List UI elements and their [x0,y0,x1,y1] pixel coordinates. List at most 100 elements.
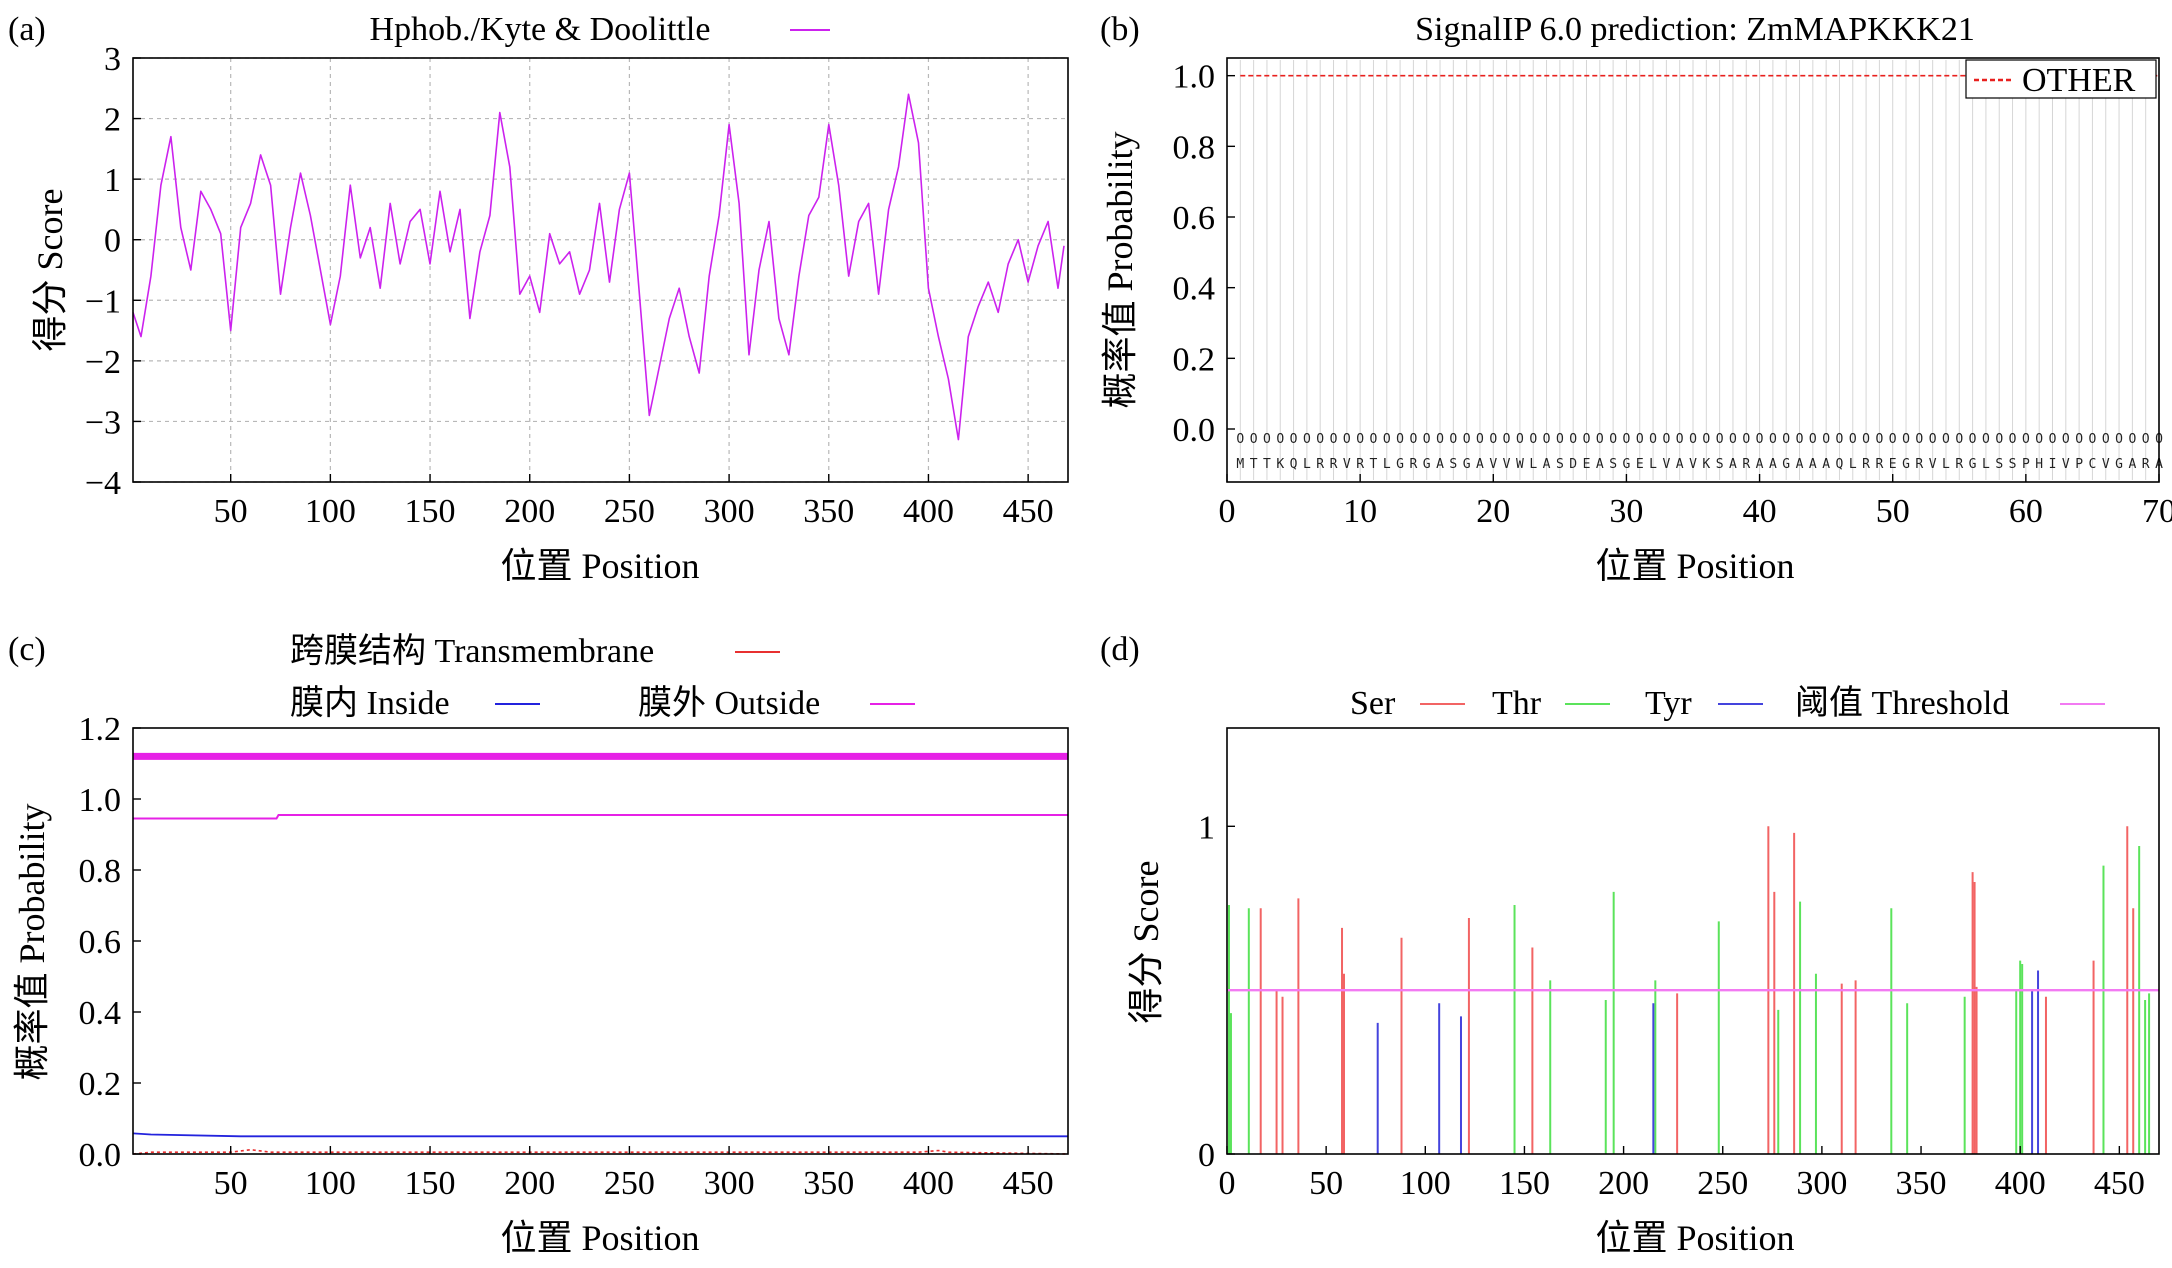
residue-letter: A [1809,457,1817,472]
x-tick-label: 100 [305,1165,356,1202]
residue-letter: L [1303,457,1311,472]
panel-d-legend-tyr: Tyr [1645,685,1692,722]
panel-b-y-ticks: 0.0 0.2 0.4 0.6 0.8 1.0 [1173,59,1235,449]
y-tick-label: 3 [104,41,121,78]
residue-mark: O [1902,432,1910,447]
residue-letter: A [1676,457,1684,472]
residue-mark: O [1516,432,1524,447]
residue-mark: O [1370,432,1378,447]
residue-letter: T [1263,457,1271,472]
panel-b-x-ticks: 0 10 20 30 40 50 60 70 [1219,474,2172,530]
y-tick-label: 0.4 [79,995,122,1032]
panel-b-residue-slots [1239,60,2160,480]
y-tick-label: 0.2 [79,1066,122,1103]
panel-c-legend-inside: 膜内 Inside [290,684,450,722]
panel-b-plot-area: OMOTOTOKOQOLOROROVOROTOLOGOROGOAOSOGOAOV… [1236,74,2163,472]
residue-mark: O [1583,432,1591,447]
panel-d-legend: Ser Thr Tyr 阈值 Threshold [1350,684,2105,722]
residue-mark: O [1503,432,1511,447]
residue-letter: L [1849,457,1857,472]
residue-letter: T [1370,457,1378,472]
x-tick-label: 50 [214,1165,248,1202]
residue-letter: V [1929,457,1937,472]
panel-c-legend-outside: 膜外 Outside [638,684,820,722]
y-tick-label: 2 [104,102,121,139]
x-tick-label: 10 [1343,493,1377,530]
residue-mark: O [1396,432,1404,447]
panel-d-plot-area [1227,826,2159,1154]
x-tick-label: 300 [704,1165,755,1202]
panel-d-y-ticks: 01 [1198,809,1235,1174]
residue-letter: V [1503,457,1511,472]
residue-mark: O [2102,432,2110,447]
residue-mark: O [2089,432,2097,447]
y-tick-label: 0 [1198,1137,1215,1174]
panel-b-x-axis-label: 位置 Position [1595,546,1794,586]
residue-mark: O [1236,432,1244,447]
residue-letter: G [1396,457,1404,472]
y-tick-label: −1 [85,283,121,320]
residue-letter: R [1875,457,1883,472]
panel-d-label: (d) [1100,631,1140,668]
residue-mark: O [2142,432,2150,447]
panel-b-legend: OTHER [1965,59,2157,99]
residue-mark: O [1889,432,1897,447]
residue-mark: O [1623,432,1631,447]
residue-mark: O [1782,432,1790,447]
residue-letter: S [1449,457,1457,472]
panel-a-plot-area [132,93,1065,441]
x-tick-label: 400 [903,493,954,530]
x-tick-label: 50 [214,493,248,530]
x-tick-label: 70 [2142,493,2172,530]
residue-mark: O [1676,432,1684,447]
residue-mark: O [1423,432,1431,447]
residue-letter: L [1982,457,1990,472]
panel-a-label: (a) [8,11,46,48]
residue-letter: M [1236,457,1244,472]
residue-letter: V [2102,457,2110,472]
residue-mark: O [1476,432,1484,447]
x-tick-label: 60 [2009,493,2043,530]
x-tick-label: 400 [1995,1165,2046,1202]
residue-mark: O [1330,432,1338,447]
residue-letter: K [1276,457,1284,472]
residue-mark: O [1556,432,1564,447]
x-tick-label: 0 [1219,493,1236,530]
residue-mark: O [1809,432,1817,447]
residue-mark: O [1489,432,1497,447]
residue-mark: O [1756,432,1764,447]
residue-mark: O [1436,432,1444,447]
panel-c-y-ticks: 0.0 0.2 0.4 0.6 0.8 1.0 1.2 [79,711,141,1174]
x-tick-label: 50 [1309,1165,1343,1202]
residue-mark: O [1463,432,1471,447]
panel-b-y-axis-label: 概率值 Probability [1100,132,1140,409]
x-tick-label: 150 [405,1165,456,1202]
residue-letter: A [1756,457,1764,472]
x-tick-label: 300 [1796,1165,1847,1202]
residue-letter: G [1423,457,1431,472]
residue-mark: O [1569,432,1577,447]
y-tick-label: 1.2 [79,711,122,748]
y-tick-label: 1 [104,162,121,199]
y-tick-label: 0.8 [79,853,122,890]
residue-letter: A [1596,457,1604,472]
y-tick-label: 0.8 [1173,129,1216,166]
residue-letter: R [1409,457,1417,472]
y-tick-label: 0.2 [1173,341,1216,378]
residue-mark: O [1822,432,1830,447]
residue-mark: O [1796,432,1804,447]
y-tick-label: 0 [104,223,121,260]
panel-c-legend-transmembrane: 跨膜结构 Transmembrane [290,632,654,670]
panel-b-legend-other: OTHER [2022,62,2136,99]
residue-letter: T [1250,457,1258,472]
x-tick-label: 50 [1876,493,1910,530]
x-tick-label: 100 [305,493,356,530]
panel-d-frame [1226,727,2160,1155]
y-tick-label: −4 [85,465,121,502]
residue-mark: O [1543,432,1551,447]
residue-mark: O [1915,432,1923,447]
residue-mark: O [1609,432,1617,447]
residue-mark: O [1449,432,1457,447]
residue-mark: O [1982,432,1990,447]
residue-letter: E [1636,457,1644,472]
